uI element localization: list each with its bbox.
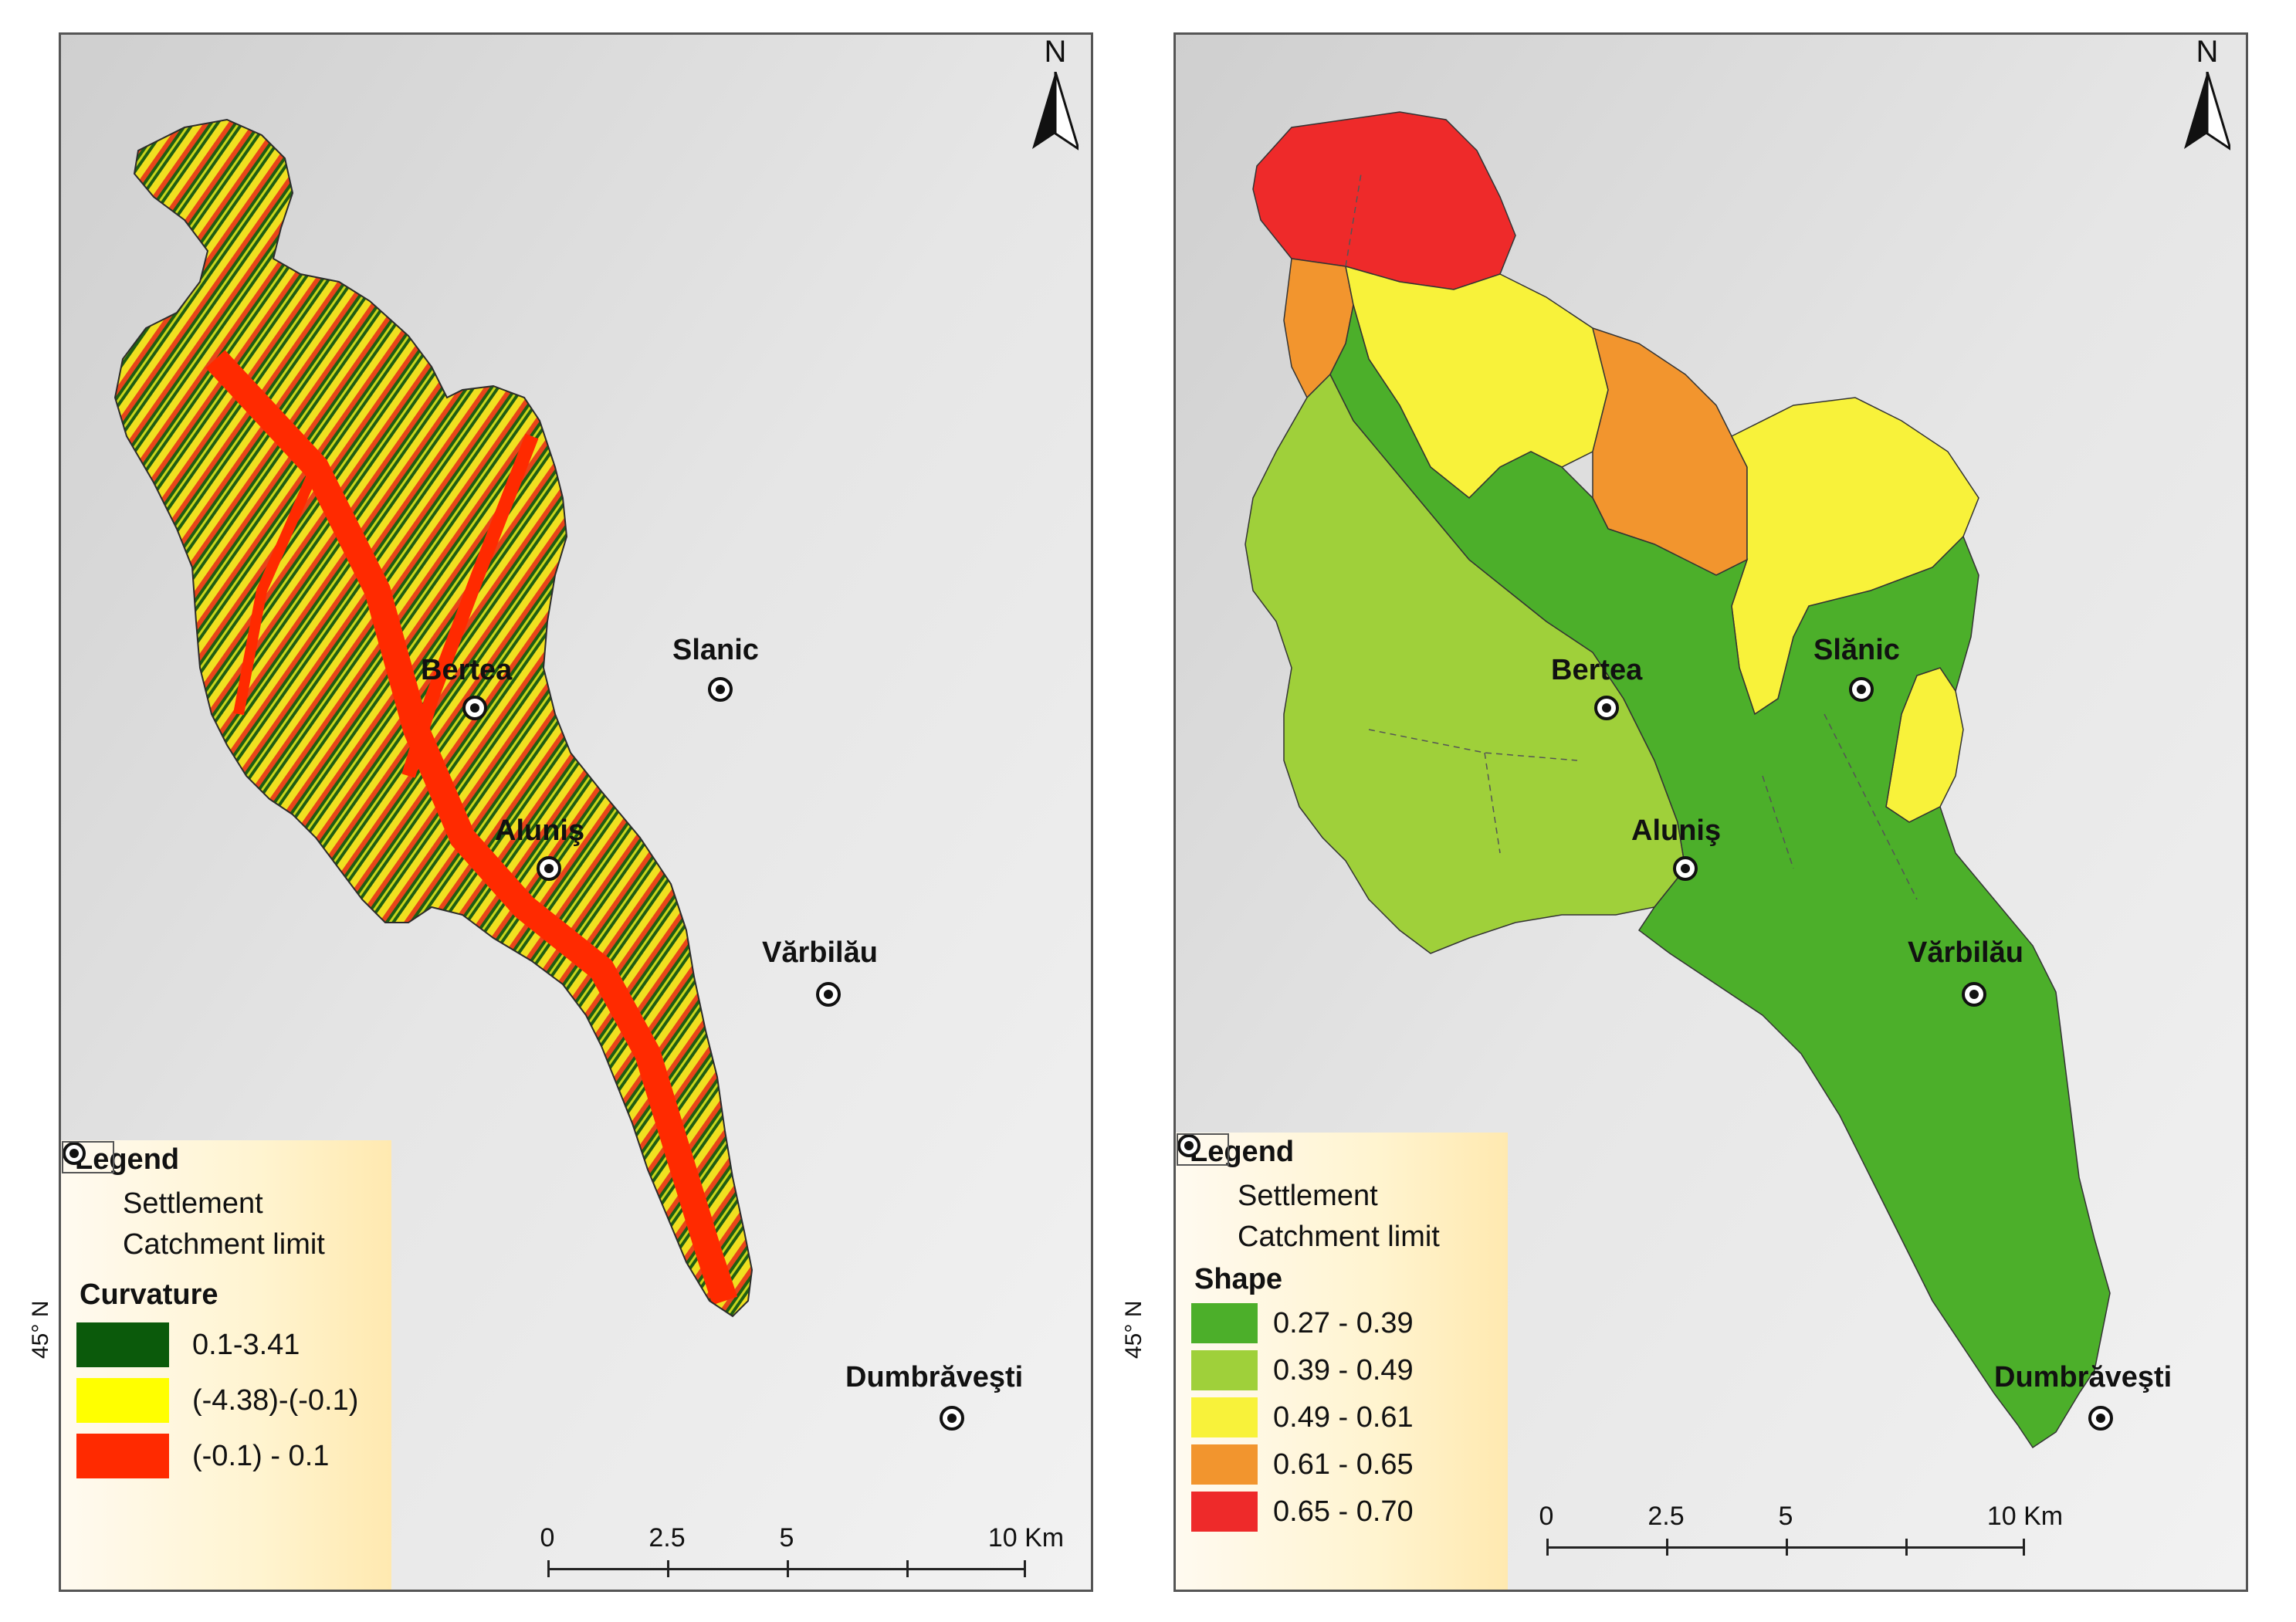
curvature-legend: Legend Settlement Catchment limit Curvat… <box>61 1140 391 1590</box>
shape-map: Bertea Slănic Aluniş Vărbilău Dumbrăveşt… <box>1173 32 2248 1592</box>
scale-tick-label: 10 Km <box>987 1523 1065 1553</box>
legend-settlement-row: Settlement <box>63 1142 384 1221</box>
legend-catchment-row: Catchment limit <box>62 1141 384 1261</box>
legend-class-label: 0.39 - 0.49 <box>1273 1353 1414 1387</box>
legend-class-row: 0.49 - 0.61 <box>1184 1397 1500 1437</box>
latitude-label: 45° N <box>28 1300 53 1359</box>
subcatchment-red <box>1252 111 1516 290</box>
scale-tick-label: 10 Km <box>1986 1502 2064 1531</box>
legend-class-row: 0.27 - 0.39 <box>1184 1303 1500 1343</box>
shape-legend: Legend Settlement Catchment limit Shape … <box>1176 1133 1508 1590</box>
scale-tick-label: 0 <box>540 1523 555 1553</box>
legend-settlement-row: Settlement <box>1177 1134 1500 1213</box>
legend-class-row: 0.1-3.41 <box>69 1322 384 1367</box>
legend-class-title: Curvature <box>80 1278 218 1311</box>
legend-catchment-row: Catchment limit <box>1177 1133 1500 1254</box>
settlement-dumbravesti-marker <box>940 1406 964 1431</box>
scale-tick-label: 2.5 <box>649 1523 686 1553</box>
legend-class-row: 0.39 - 0.49 <box>1184 1350 1500 1390</box>
settlement-bertea-marker <box>462 696 487 720</box>
latitude-label: 45° N <box>1121 1300 1146 1359</box>
legend-swatch <box>1191 1350 1258 1390</box>
settlement-label: Slanic <box>672 634 759 666</box>
legend-class-row: 0.61 - 0.65 <box>1184 1444 1500 1485</box>
legend-swatch <box>1191 1397 1258 1437</box>
settlement-label: Dumbrăveşti <box>845 1361 1024 1393</box>
settlement-bertea-marker <box>1594 696 1619 720</box>
north-arrow: N <box>2176 35 2238 174</box>
subcatchment-green-main <box>1329 304 2111 1449</box>
scale-tick-label: 2.5 <box>1647 1502 1685 1531</box>
north-arrow-icon <box>1032 72 1079 151</box>
legend-swatch <box>76 1434 169 1478</box>
north-arrow: N <box>1024 35 1086 174</box>
legend-swatch <box>1191 1444 1258 1485</box>
legend-settlement-label: Settlement <box>1238 1180 1378 1212</box>
legend-class-label: (-0.1) - 0.1 <box>192 1439 330 1472</box>
legend-class-label: 0.61 - 0.65 <box>1273 1448 1414 1481</box>
legend-catchment-label: Catchment limit <box>1238 1221 1440 1253</box>
scale-bar: 0 2.5 5 10 Km <box>540 1523 1064 1585</box>
settlement-varbilau-marker <box>1962 982 1986 1007</box>
settlement-slanic-marker <box>1849 677 1874 702</box>
legend-class-label: 0.49 - 0.61 <box>1273 1400 1414 1434</box>
legend-class-title: Shape <box>1194 1263 1283 1295</box>
legend-class-label: 0.65 - 0.70 <box>1273 1495 1414 1528</box>
legend-class-row: (-4.38)-(-0.1) <box>69 1378 384 1423</box>
legend-class-label: (-4.38)-(-0.1) <box>192 1383 359 1417</box>
settlement-label: Bertea <box>1551 654 1643 686</box>
scale-tick-label: 0 <box>1539 1502 1554 1531</box>
scale-tick-label: 5 <box>779 1523 794 1553</box>
settlement-label: Vărbilău <box>1908 936 2023 969</box>
north-arrow-icon <box>2184 72 2230 151</box>
north-label: N <box>1044 35 1067 69</box>
settlement-label: Aluniş <box>1631 814 1722 847</box>
settlement-dumbravesti-marker <box>2088 1406 2113 1431</box>
settlement-label: Bertea <box>421 654 513 686</box>
curvature-map: Bertea Slanic Aluniş Vărbilău Dumbrăveşt… <box>59 32 1093 1592</box>
scale-bar: 0 2.5 5 10 Km <box>1539 1502 2063 1563</box>
legend-class-row: 0.65 - 0.70 <box>1184 1492 1500 1532</box>
settlement-alunis-marker <box>1673 856 1698 881</box>
legend-class-row: (-0.1) - 0.1 <box>69 1434 384 1478</box>
settlement-label: Dumbrăveşti <box>1994 1361 2172 1393</box>
settlement-label: Vărbilău <box>762 936 878 969</box>
settlement-varbilau-marker <box>816 982 841 1007</box>
settlement-label: Aluniş <box>495 814 585 847</box>
legend-settlement-label: Settlement <box>123 1187 263 1220</box>
settlement-slanic-marker <box>708 677 733 702</box>
legend-catchment-label: Catchment limit <box>123 1228 325 1261</box>
settlement-label: Slănic <box>1813 634 1900 666</box>
north-label: N <box>2196 35 2219 69</box>
settlement-alunis-marker <box>537 856 561 881</box>
legend-title: Legend <box>1190 1136 1295 1168</box>
scale-tick-label: 5 <box>1778 1502 1793 1531</box>
legend-swatch <box>1191 1303 1258 1343</box>
legend-swatch <box>76 1378 169 1423</box>
legend-title: Legend <box>75 1143 180 1176</box>
legend-class-label: 0.27 - 0.39 <box>1273 1306 1414 1339</box>
legend-swatch <box>76 1322 169 1367</box>
legend-swatch <box>1191 1492 1258 1532</box>
legend-class-label: 0.1-3.41 <box>192 1328 300 1361</box>
